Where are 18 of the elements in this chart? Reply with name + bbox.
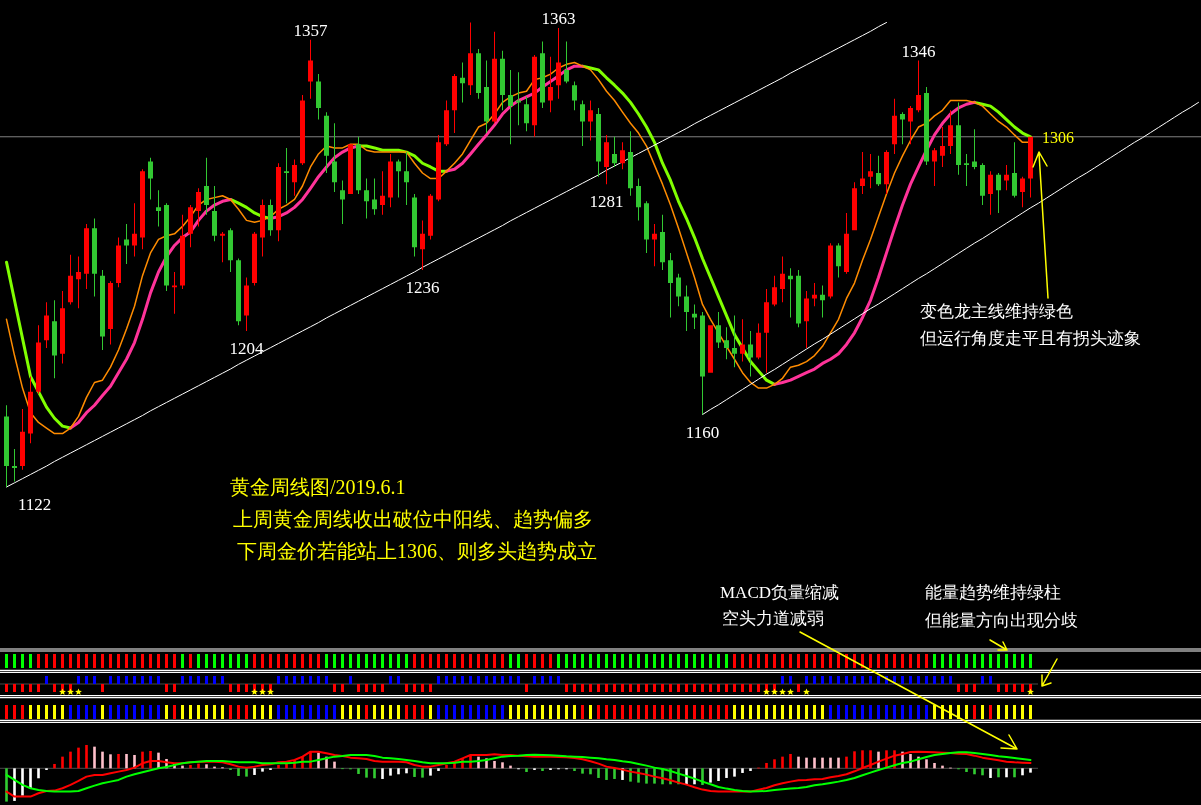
text: 能量趋势维持绿柱	[925, 583, 1061, 602]
annotation: 1160	[685, 422, 720, 442]
annotation: 1204	[229, 338, 264, 358]
annotation: 1306	[1042, 129, 1074, 146]
annotation: 黄金周线图/2019.6.1	[230, 476, 406, 498]
text: 但能量方向出现分歧	[925, 611, 1078, 630]
text: 上周黄金周线收出破位中阳线、趋势偏多	[233, 508, 593, 530]
text: 空头力道减弱	[722, 609, 824, 628]
annotation: 1357	[293, 20, 328, 40]
annotation: 但运行角度走平且有拐头迹象	[920, 329, 1141, 348]
annotation: 1346	[901, 41, 936, 61]
text: MACD负量缩减	[720, 583, 840, 602]
text: 1122	[18, 495, 52, 514]
annotation: 1281	[589, 192, 624, 212]
annotation: 1363	[541, 9, 576, 29]
annotation: 1236	[405, 278, 440, 298]
text: 下周金价若能站上1306、则多头趋势成立	[237, 540, 597, 562]
annotation: 变色龙主线维持绿色	[920, 302, 1073, 321]
